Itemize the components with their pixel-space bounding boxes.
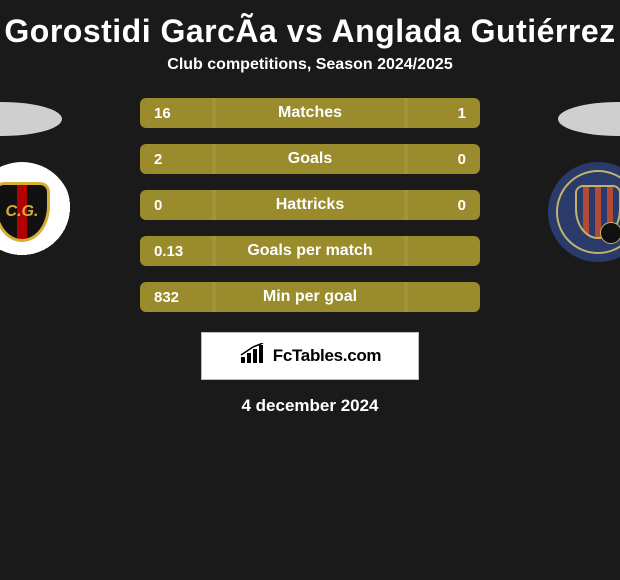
- stat-row-mpg: 832 Min per goal: [140, 282, 480, 312]
- date-text: 4 december 2024: [0, 396, 620, 416]
- divider: [404, 236, 408, 266]
- club-badge-left: C.G.: [0, 162, 72, 262]
- stat-left-value: 0: [140, 197, 212, 214]
- stat-row-gpm: 0.13 Goals per match: [140, 236, 480, 266]
- stats-column: 16 Matches 1 2 Goals 0 0 Hattricks 0: [140, 98, 480, 312]
- comparison-card: Gorostidi GarcÃa vs Anglada Gutiérrez Cl…: [0, 0, 620, 416]
- stat-label: Goals per match: [212, 242, 408, 260]
- stat-left-value: 16: [140, 105, 212, 122]
- bar-chart-icon: [239, 343, 265, 370]
- divider: [212, 190, 216, 220]
- player-photo-placeholder: [0, 102, 62, 136]
- divider: [404, 98, 408, 128]
- stat-left-value: 2: [140, 151, 212, 168]
- badge-initials: C.G.: [6, 203, 39, 221]
- stat-label: Goals: [212, 150, 408, 168]
- page-subtitle: Club competitions, Season 2024/2025: [0, 56, 620, 102]
- divider: [212, 236, 216, 266]
- stat-right-value: 0: [408, 151, 480, 168]
- stat-row-hattricks: 0 Hattricks 0: [140, 190, 480, 220]
- stat-label: Matches: [212, 104, 408, 122]
- brand-text: FcTables.com: [273, 346, 382, 366]
- main-area: C.G. 16 Matches 1 2 Goals 0 0: [0, 102, 620, 312]
- brand-box[interactable]: FcTables.com: [201, 332, 419, 380]
- stat-right-value: 1: [408, 105, 480, 122]
- badge-ring-icon: [556, 170, 620, 254]
- stat-left-value: 832: [140, 289, 212, 306]
- divider: [212, 282, 216, 312]
- stat-label: Min per goal: [212, 288, 408, 306]
- stat-label: Hattricks: [212, 196, 408, 214]
- club-badge-right: [548, 162, 620, 262]
- stat-right-value: 0: [408, 197, 480, 214]
- divider: [212, 144, 216, 174]
- player-photo-placeholder: [558, 102, 620, 136]
- divider: [404, 190, 408, 220]
- player-col-left: C.G.: [2, 102, 122, 262]
- divider: [212, 98, 216, 128]
- player-col-right: [498, 102, 618, 262]
- ball-icon: [600, 222, 620, 244]
- stat-row-goals: 2 Goals 0: [140, 144, 480, 174]
- divider: [404, 144, 408, 174]
- divider: [404, 282, 408, 312]
- shield-icon: C.G.: [0, 182, 50, 242]
- stat-row-matches: 16 Matches 1: [140, 98, 480, 128]
- page-title: Gorostidi GarcÃa vs Anglada Gutiérrez: [0, 5, 620, 56]
- stat-left-value: 0.13: [140, 243, 212, 260]
